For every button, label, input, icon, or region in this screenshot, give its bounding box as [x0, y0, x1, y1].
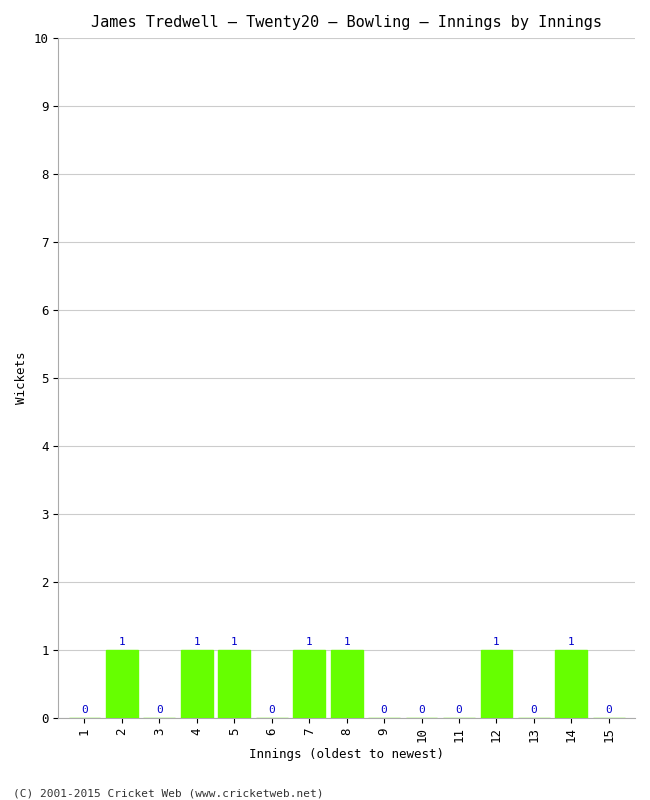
Text: 0: 0 [605, 705, 612, 715]
Bar [106, 650, 138, 718]
Bar [480, 650, 512, 718]
Text: 0: 0 [418, 705, 425, 715]
X-axis label: Innings (oldest to newest): Innings (oldest to newest) [249, 748, 444, 761]
Text: 0: 0 [81, 705, 88, 715]
Title: James Tredwell – Twenty20 – Bowling – Innings by Innings: James Tredwell – Twenty20 – Bowling – In… [91, 15, 602, 30]
Y-axis label: Wickets: Wickets [15, 352, 28, 404]
Bar [331, 650, 363, 718]
Text: 1: 1 [493, 637, 500, 647]
Text: 0: 0 [156, 705, 162, 715]
Text: (C) 2001-2015 Cricket Web (www.cricketweb.net): (C) 2001-2015 Cricket Web (www.cricketwe… [13, 788, 324, 798]
Text: 1: 1 [231, 637, 238, 647]
Bar [181, 650, 213, 718]
Text: 0: 0 [456, 705, 462, 715]
Text: 0: 0 [530, 705, 538, 715]
Bar [293, 650, 325, 718]
Text: 1: 1 [568, 637, 575, 647]
Text: 1: 1 [343, 637, 350, 647]
Text: 0: 0 [268, 705, 275, 715]
Text: 0: 0 [381, 705, 387, 715]
Text: 1: 1 [194, 637, 200, 647]
Bar [555, 650, 587, 718]
Text: 1: 1 [306, 637, 313, 647]
Text: 1: 1 [118, 637, 125, 647]
Bar [218, 650, 250, 718]
